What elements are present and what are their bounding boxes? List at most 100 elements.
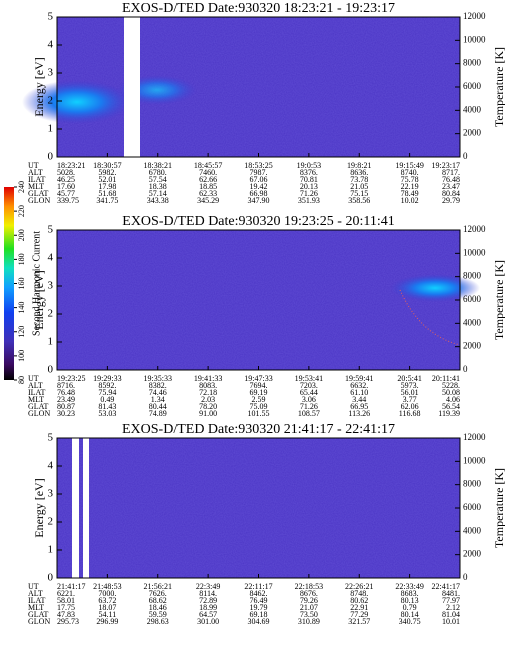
ephemeris-value: 22:41:17 [432,582,460,591]
ephemeris-label: MLT [28,603,44,612]
panel: EXOS-D/TED Date:930320 21:41:17 - 22:41:… [28,422,505,626]
ephemeris-label: GLON [28,617,50,626]
ephemeris-value: 46.25 [57,175,75,184]
data-gap [72,438,79,578]
ephemeris-value: 20.13 [300,182,318,191]
ephemeris-value: 6221. [57,589,75,598]
ephemeris-value: 73.50 [300,610,318,619]
ephemeris-value: 57.54 [149,175,167,184]
colorbar-tick-label: 160 [17,278,26,290]
ephemeris-value: 7694. [250,381,268,390]
ephemeris-value: 8083. [199,381,217,390]
ephemeris-value: 62.33 [199,189,217,198]
ephemeris-label: GLAT [28,189,49,198]
ephemeris-value: 116.68 [399,409,421,418]
panel: EXOS-D/TED Date:930320 18:23:21 - 19:23:… [22,1,505,205]
ephemeris-value: 8676. [300,589,318,598]
ephemeris-value: 8636. [350,168,368,177]
ephemeris-value: 10.01 [442,617,460,626]
ephemeris-label: ILAT [28,596,45,605]
ephemeris-label: GLAT [28,610,49,619]
y2-tick-label: 12000 [463,432,486,442]
ephemeris-value: 339.75 [57,196,79,205]
y-tick-label: 2 [48,308,54,320]
ephemeris-value: 78.49 [401,189,419,198]
ephemeris-value: 18.99 [199,603,217,612]
y-axis-label: Energy [eV] [32,478,46,537]
y-tick-label: 0 [48,572,54,584]
y2-tick-label: 6000 [463,81,482,91]
ephemeris-value: 80.62 [350,596,368,605]
ephemeris-value: 22:11:17 [244,582,272,591]
ephemeris-value: 56.01 [401,388,419,397]
ephemeris-value: 68.62 [149,596,167,605]
ephemeris-value: 8592. [98,381,116,390]
ephemeris-value: 301.00 [197,617,219,626]
ephemeris-value: 76.48 [442,175,460,184]
ephemeris-value: 3.44 [352,395,366,404]
ephemeris-value: 81.43 [98,402,116,411]
ephemeris-value: 72.18 [199,388,217,397]
ephemeris-value: 21:41:17 [57,582,85,591]
ephemeris-value: 18.07 [98,603,116,612]
ephemeris-label: MLT [28,182,44,191]
y2-tick-label: 8000 [463,479,482,489]
ephemeris-value: 18:38:21 [144,161,172,170]
ephemeris-value: 298.63 [147,617,169,626]
ephemeris-label: UT [28,161,39,170]
y2-tick-label: 6000 [463,502,482,512]
ephemeris-value: 2.59 [252,395,266,404]
y-tick-label: 3 [48,280,54,292]
ephemeris-value: 72.89 [199,596,217,605]
ephemeris-value: 22:26:21 [345,582,373,591]
panel-title: EXOS-D/TED Date:930320 19:23:25 - 20:11:… [122,214,394,229]
ephemeris-value: 23.47 [442,182,460,191]
ephemeris-value: 8740. [401,168,419,177]
y-tick-label: 5 [48,432,54,444]
ephemeris-value: 296.99 [96,617,118,626]
y2-tick-label: 0 [463,364,468,374]
ephemeris-value: 8748. [350,589,368,598]
ephemeris-value: 19:59:41 [345,374,373,383]
ephemeris-value: 75.09 [250,402,268,411]
ephemeris-value: 3.06 [302,395,316,404]
ephemeris-value: 6632. [350,381,368,390]
ephemeris-value: 80.87 [57,402,75,411]
y2-tick-label: 6000 [463,294,482,304]
ephemeris-value: 19:15:49 [395,161,423,170]
ephemeris-value: 18:23:21 [57,161,85,170]
ephemeris-value: 80.44 [149,402,167,411]
y-tick-label: 1 [48,123,54,135]
ephemeris-value: 347.90 [248,196,270,205]
ephemeris-label: ALT [28,381,43,390]
colorbar-tick-label: 100 [17,350,26,362]
ephemeris-value: 113.26 [348,409,370,418]
y2-tick-label: 12000 [463,11,486,21]
ephemeris-value: 19.42 [250,182,268,191]
ephemeris-label: ILAT [28,175,45,184]
ephemeris-value: 61.10 [350,388,368,397]
ephemeris-label: MLT [28,395,44,404]
y2-tick-label: 8000 [463,271,482,281]
ephemeris-value: 8114. [199,589,217,598]
colorbar-tick-label: 140 [17,302,26,314]
ephemeris-value: 19:0:53 [297,161,321,170]
colorbar-tick-label: 180 [17,253,26,265]
ephemeris-value: 310.89 [298,617,320,626]
ephemeris-value: 80.14 [401,610,419,619]
y2-tick-label: 10000 [463,455,486,465]
panel-title: EXOS-D/TED Date:930320 18:23:21 - 19:23:… [122,1,395,16]
ephemeris-value: 22:33:49 [395,582,423,591]
ephemeris-value: 0.79 [403,603,417,612]
y-tick-label: 0 [48,151,54,163]
ephemeris-value: 62.06 [401,402,419,411]
ephemeris-value: 57.14 [149,189,167,198]
y-tick-label: 5 [48,11,54,23]
ephemeris-value: 10.02 [401,196,419,205]
ephemeris-value: 20:11:41 [432,374,460,383]
ephemeris-value: 75.94 [98,388,116,397]
ephemeris-value: 7203. [300,381,318,390]
ephemeris-value: 2.03 [201,395,215,404]
ephemeris-value: 64.57 [199,610,217,619]
